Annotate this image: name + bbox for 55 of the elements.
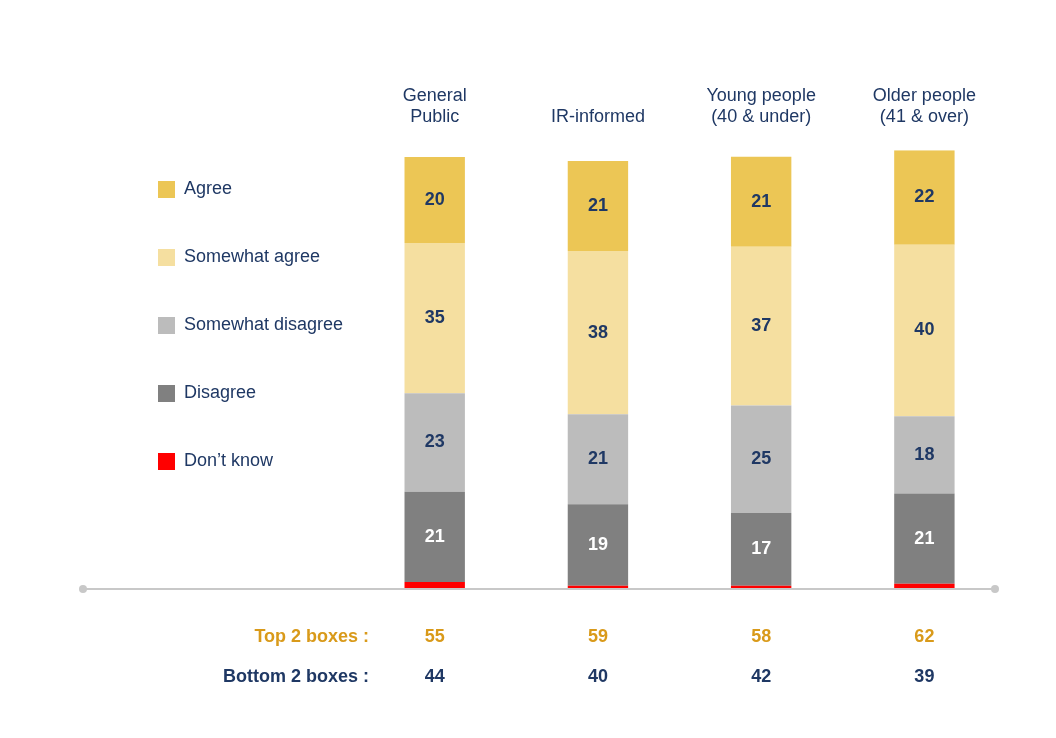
text: 42 xyxy=(751,665,772,686)
bar xyxy=(567,504,629,586)
x-tick-label: IR-informed xyxy=(550,106,645,127)
bar xyxy=(730,156,792,247)
data-label: 23 xyxy=(424,431,445,452)
data-label: 22 xyxy=(914,186,935,207)
bar xyxy=(404,157,465,243)
bar xyxy=(567,414,629,505)
data-label: 18 xyxy=(914,443,935,464)
text: Bottom 2 boxes : xyxy=(223,665,370,686)
data-label: 37 xyxy=(751,315,772,336)
text: 58 xyxy=(751,625,772,646)
text: 55 xyxy=(424,625,445,646)
data-label: 38 xyxy=(587,321,608,342)
text: 44 xyxy=(424,665,445,686)
data-label: 40 xyxy=(914,319,935,340)
legend-label: Disagree xyxy=(184,382,257,403)
x-tick-label: Young people (40 & under) xyxy=(706,84,816,127)
bar xyxy=(730,246,792,406)
bar xyxy=(894,244,955,417)
data-label: 19 xyxy=(587,534,608,555)
data-label: 21 xyxy=(751,190,772,211)
data-label: 21 xyxy=(424,525,445,546)
bar xyxy=(404,491,465,582)
data-label: 21 xyxy=(587,194,608,215)
bar xyxy=(404,242,465,394)
legend-label: Somewhat disagree xyxy=(184,314,344,335)
data-label: 20 xyxy=(424,188,445,209)
bar xyxy=(894,493,955,584)
legend-label: Agree xyxy=(184,178,233,199)
bar xyxy=(567,251,629,415)
text: 39 xyxy=(914,665,935,686)
bar xyxy=(730,585,792,588)
text: 62 xyxy=(914,625,935,646)
bar xyxy=(894,150,955,245)
x-tick-label: Older people (41 & over) xyxy=(872,84,976,127)
text: Top 2 boxes : xyxy=(254,625,370,646)
text: 40 xyxy=(587,665,608,686)
x-tick-label: General Public xyxy=(402,84,467,127)
data-label: 25 xyxy=(751,448,772,469)
data-label: 35 xyxy=(424,306,445,327)
bar xyxy=(730,405,792,513)
bar xyxy=(730,512,792,586)
bar xyxy=(404,581,465,588)
bar xyxy=(894,416,955,494)
bar xyxy=(894,583,955,588)
bar xyxy=(404,393,465,492)
bar xyxy=(567,585,629,588)
legend-label: Don’t know xyxy=(184,450,275,471)
data-label: 21 xyxy=(587,448,608,469)
legend-label: Somewhat agree xyxy=(184,246,321,267)
data-label: 21 xyxy=(914,527,935,548)
text: 59 xyxy=(587,625,608,646)
data-label: 17 xyxy=(751,538,772,559)
bar xyxy=(567,160,629,252)
